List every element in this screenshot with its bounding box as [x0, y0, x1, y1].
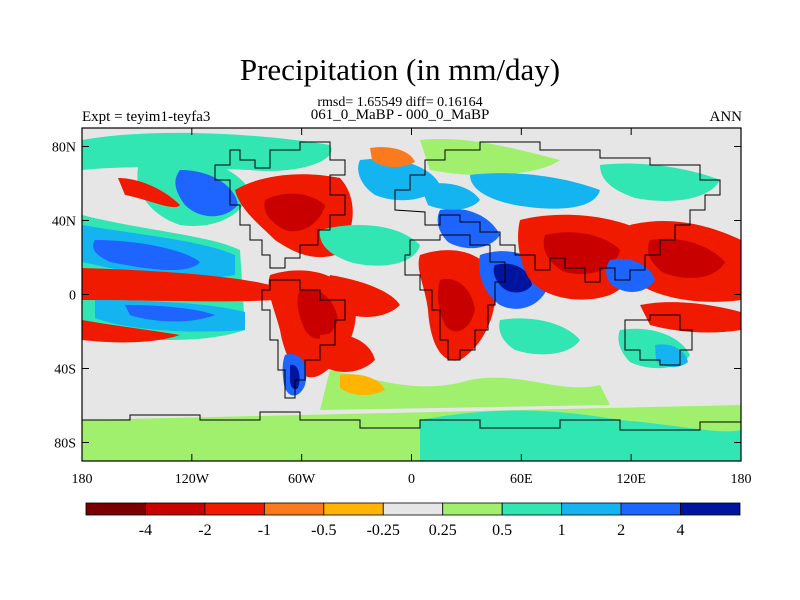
field-pac-blue2: [125, 305, 215, 322]
coastline-eurasia: [394, 141, 721, 283]
y-axis: 80N 40N 0 40S 80S: [52, 141, 741, 452]
y-tick-label: 40S: [54, 363, 76, 378]
field-south-cyan: [420, 410, 741, 461]
x-tick-label: 120E: [616, 472, 646, 487]
colorbar-label: 1: [558, 522, 566, 539]
y-tick-label: 0: [69, 289, 76, 304]
colorbar-swatch: [85, 502, 146, 516]
colorbar-label: -4: [139, 522, 152, 539]
colorbar-swatch: [382, 502, 444, 516]
x-tick-label: 180: [731, 472, 752, 487]
field-satl-orange: [340, 374, 385, 396]
season-label: ANN: [709, 109, 743, 125]
x-tick-label: 60W: [288, 472, 316, 487]
x-tick-label: 60E: [510, 472, 533, 487]
y-tick-label: 80S: [54, 437, 76, 452]
field-wpac-blue: [606, 258, 655, 292]
colorbar-label: 2: [617, 522, 625, 539]
field-europe-blue: [437, 208, 500, 249]
field-atl-orange: [370, 147, 415, 168]
field-samerica-navy: [289, 364, 300, 390]
y-tick-label: 80N: [52, 141, 76, 156]
field-wpac-dark: [648, 238, 725, 278]
field-south-green2: [320, 370, 610, 410]
stats-line: rmsd= 1.65549 diff= 0.16164: [317, 95, 483, 110]
colorbar-label: -2: [198, 522, 211, 539]
field-pac-blue: [93, 240, 200, 270]
experiment-label: Expt = teyim1-teyfa3: [82, 109, 211, 125]
colorbar-swatch: [145, 502, 206, 516]
y-tick-label: 40N: [52, 215, 76, 230]
colorbar-swatch: [620, 502, 681, 516]
field-asia-cyan: [600, 163, 720, 201]
field-namerica-dark: [264, 193, 325, 232]
colorbar-label: -0.25: [367, 522, 400, 539]
colorbar-swatch: [501, 502, 563, 516]
field-atl-red: [328, 275, 400, 317]
coastline-north-america: [214, 141, 346, 269]
x-tick-label: 0: [408, 472, 415, 487]
colorbar-label: -1: [258, 522, 271, 539]
x-axis: 180 120W 60W 0 60E 120E 180: [72, 128, 752, 487]
field-asia-dark: [543, 232, 620, 274]
coastlines: [82, 141, 741, 431]
comparison-line: 061_0_MaBP - 000_0_MaBP: [310, 107, 490, 123]
field-spac-red: [640, 302, 741, 333]
colorbar-swatch: [323, 502, 384, 516]
colorbar-swatch: [680, 502, 741, 516]
colorbar: -4 -2 -1 -0.5 -0.25 0.25 0.5 1 2 4: [85, 502, 741, 539]
coastline-africa: [404, 234, 506, 361]
field-africa-dark: [437, 279, 475, 332]
field-io-cyan: [499, 318, 580, 355]
x-tick-label: 180: [72, 472, 93, 487]
colorbar-swatch: [442, 502, 503, 516]
colorbar-swatch: [263, 502, 325, 516]
field-npac-blue: [175, 170, 238, 217]
field-pac-red-band2: [82, 320, 180, 343]
field-pac-red-band: [82, 268, 275, 302]
field-satl-red: [320, 333, 375, 372]
coastline-antarctica: [82, 411, 741, 431]
field-io-navy: [493, 263, 532, 293]
plot-title: Precipitation (in mm/day): [239, 52, 561, 87]
colorbar-label: 4: [677, 522, 685, 539]
colorbar-label: 0.5: [492, 522, 512, 539]
colorbar-swatch: [204, 502, 265, 516]
field-arctic-green: [420, 139, 560, 176]
field-atl-cyan: [319, 225, 420, 266]
coastline-australia: [624, 314, 693, 366]
field-npac-red: [118, 178, 180, 208]
colorbar-swatch: [561, 502, 622, 516]
colorbar-label: 0.25: [429, 522, 457, 539]
colorbar-label: -0.5: [311, 522, 336, 539]
coastline-south-america: [261, 279, 346, 399]
x-tick-label: 120W: [175, 472, 210, 487]
field-samerica-dark: [297, 289, 338, 339]
field-atl-lightblue: [358, 158, 440, 201]
field-asia-lightblue: [470, 173, 600, 209]
field-europe-lightblue: [420, 183, 480, 210]
